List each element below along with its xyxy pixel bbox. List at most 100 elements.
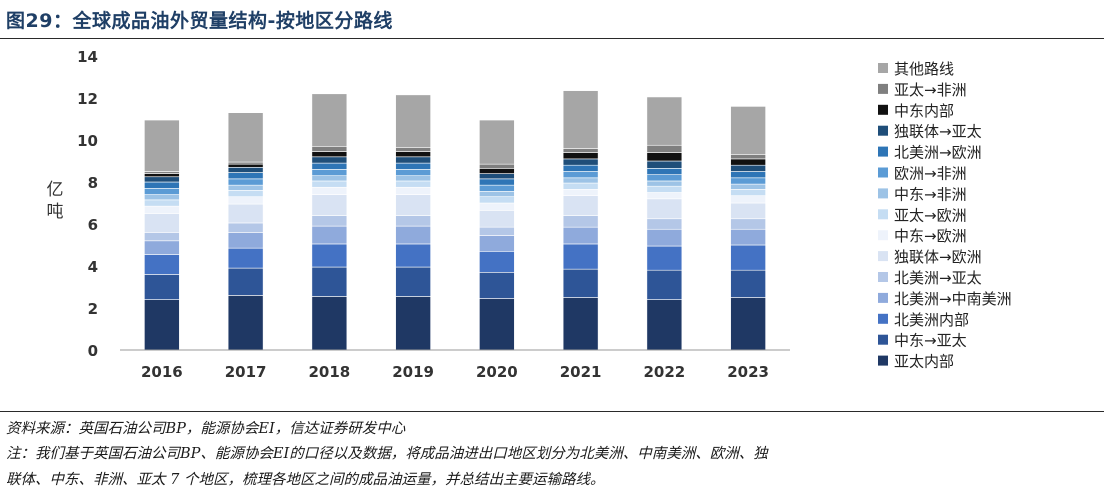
- bar-segment: [730, 189, 766, 196]
- bar-segment: [311, 156, 348, 164]
- bar-segment: [311, 93, 348, 147]
- x-tick-label: 2019: [392, 363, 434, 381]
- bar-segment: [479, 235, 515, 252]
- footer-rule: [0, 411, 1104, 412]
- bar-segment: [227, 267, 264, 296]
- y-tick-label: 6: [88, 216, 98, 234]
- bar-segment: [227, 161, 264, 165]
- y-tick-label: 14: [77, 48, 98, 66]
- bar-stack: [646, 96, 683, 351]
- bar-segment: [479, 298, 515, 351]
- bar-segment: [479, 210, 515, 228]
- bar-segment: [730, 218, 766, 230]
- bar-segment: [646, 192, 683, 200]
- bar-segment: [144, 176, 180, 183]
- bar-stack: [562, 90, 599, 351]
- legend-swatch: [878, 188, 888, 199]
- x-tick-label: 2020: [476, 363, 518, 381]
- bar-segment: [144, 119, 180, 172]
- legend-item: 北美洲→中南美洲: [878, 290, 1012, 308]
- legend-label: 欧洲→非洲: [894, 165, 967, 183]
- bar-segment: [479, 168, 515, 174]
- y-tick-label: 10: [77, 132, 98, 150]
- legend-item: 中东→亚太: [878, 332, 967, 350]
- legend-swatch: [878, 272, 888, 282]
- bar-segment: [311, 162, 348, 170]
- bar-segment: [144, 194, 180, 201]
- legend-label: 北美洲内部: [894, 311, 969, 329]
- legend-item: 北美洲→欧洲: [878, 144, 982, 162]
- legend-swatch: [878, 125, 888, 136]
- bar-segment: [562, 177, 599, 184]
- bar-segment: [227, 172, 264, 180]
- bar-segment: [730, 154, 766, 160]
- bar-segment: [479, 202, 515, 211]
- legend-item: 亚太→欧洲: [878, 206, 967, 224]
- bar-segment: [227, 184, 264, 191]
- x-tick-label: 2018: [309, 363, 351, 381]
- legend-label: 中东→欧洲: [894, 227, 967, 245]
- bar-segment: [479, 191, 515, 197]
- bar-segment: [227, 112, 264, 163]
- bar-segment: [562, 189, 599, 196]
- bar-segment: [144, 213, 180, 233]
- legend-swatch: [878, 83, 888, 94]
- bar-segment: [730, 297, 766, 351]
- bar-segment: [646, 180, 683, 187]
- bar-segment: [646, 96, 683, 146]
- bar-segment: [311, 243, 348, 268]
- bar-segment: [144, 205, 180, 214]
- bar-segment: [395, 194, 431, 216]
- bar-segment: [730, 183, 766, 190]
- bar-segment: [144, 254, 180, 275]
- bar-segment: [646, 228, 683, 247]
- bar-stack: [395, 94, 431, 351]
- legend-label: 独联体→亚太: [894, 123, 982, 141]
- bar-stack: [311, 93, 348, 351]
- bar-segment: [479, 173, 515, 180]
- bar-segment: [395, 180, 431, 188]
- bar-segment: [144, 240, 180, 255]
- y-tick-label: 8: [88, 174, 98, 192]
- bar-segment: [730, 177, 766, 185]
- bar-segment: [562, 297, 599, 351]
- legend-swatch: [878, 292, 888, 303]
- bar-segment: [144, 181, 180, 189]
- bar-segment: [227, 167, 264, 173]
- bar-segment: [730, 158, 766, 166]
- legend-label: 北美洲→欧洲: [894, 144, 982, 162]
- legend-swatch: [878, 146, 888, 157]
- bar-segment: [479, 226, 515, 236]
- x-tick-label: 2016: [141, 363, 183, 381]
- bar-segment: [646, 160, 683, 169]
- bar-segment: [562, 195, 599, 216]
- bar-segment: [227, 190, 264, 197]
- bar-segment: [227, 232, 264, 249]
- bar-segment: [730, 195, 766, 204]
- y-axis-title: 亿吨: [47, 180, 64, 222]
- legend-label: 亚太→非洲: [894, 81, 967, 99]
- bar-segment: [562, 164, 599, 172]
- bar-segment: [311, 194, 348, 216]
- bar-segment: [395, 175, 431, 182]
- bar-segment: [311, 225, 348, 245]
- bar-segment: [562, 171, 599, 179]
- bar-segment: [311, 186, 348, 195]
- legend-swatch: [878, 230, 888, 241]
- bar-segment: [144, 171, 180, 174]
- legend-item: 欧洲→非洲: [878, 165, 967, 183]
- legend-item: 中东→欧洲: [878, 227, 967, 245]
- legend-swatch: [878, 63, 888, 73]
- legend-item: 亚太内部: [878, 353, 954, 371]
- y-axis-title-char: 吨: [47, 202, 64, 222]
- bar-segment: [646, 152, 683, 162]
- y-tick-label: 2: [88, 300, 98, 318]
- bar-segment: [227, 247, 264, 269]
- bar-segment: [311, 180, 348, 188]
- legend-swatch: [878, 167, 888, 178]
- legend-label: 中东→亚太: [894, 332, 967, 350]
- bar-segment: [730, 269, 766, 298]
- bar-segment: [144, 274, 180, 300]
- bar-stacks: [144, 90, 766, 351]
- bar-segment: [395, 186, 431, 195]
